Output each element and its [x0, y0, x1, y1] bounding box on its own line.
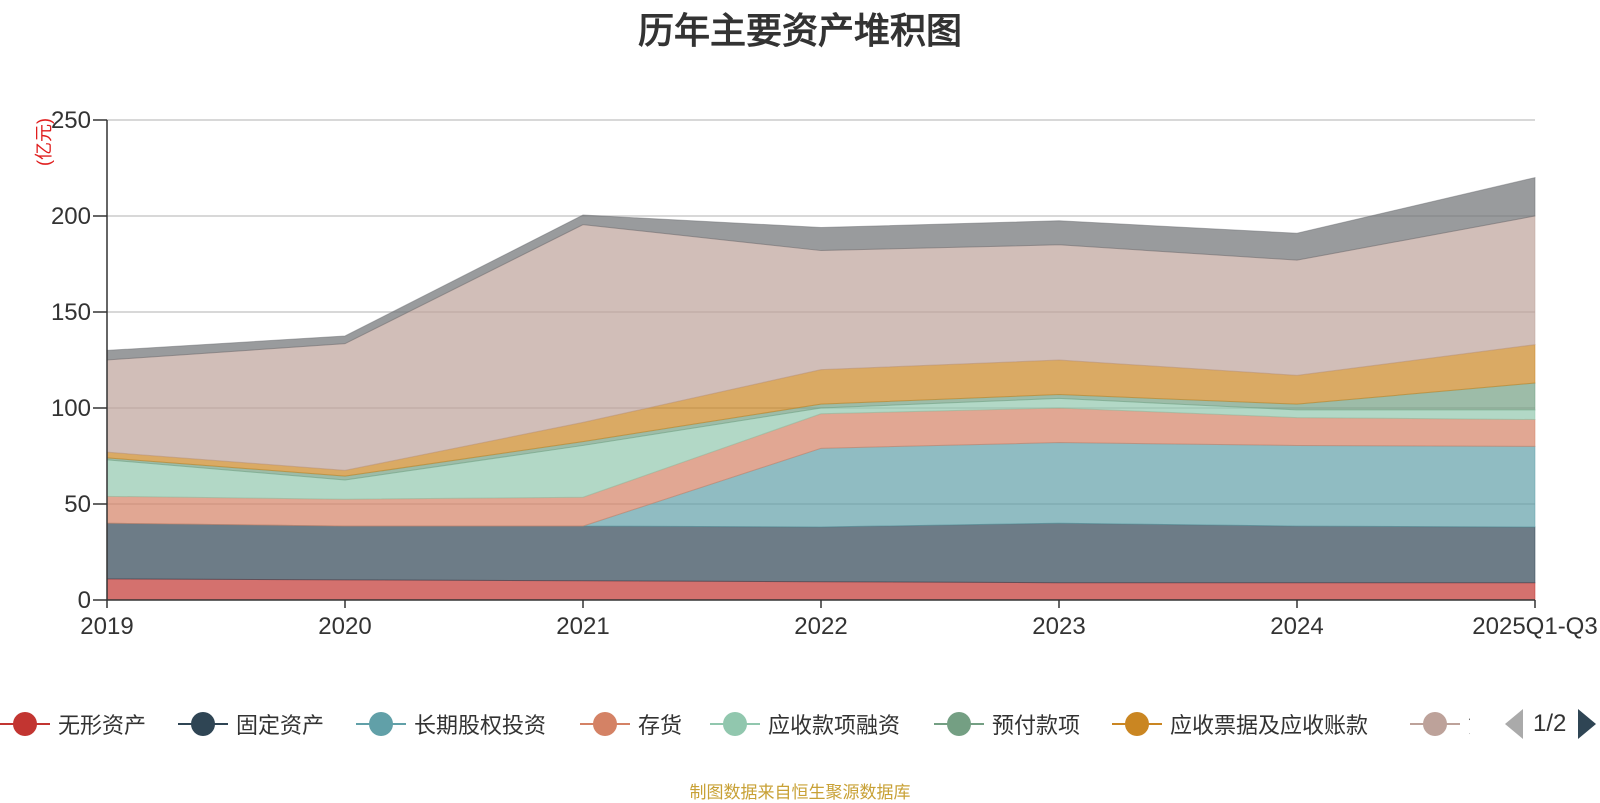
y-tick-label: 150	[51, 299, 91, 326]
legend: 无形资产 固定资产 长期股权投资 存货 应收款项融资 预付款项 应收票据及应收账款 货 1/2	[0, 700, 1600, 748]
legend-label: 预付款项	[992, 713, 1081, 738]
legend-label: 存货	[638, 713, 683, 738]
legend-item[interactable]: 应收票据及应收账款	[1112, 700, 1368, 748]
chart-title: 历年主要资产堆积图	[637, 10, 962, 51]
legend-marker-icon	[356, 709, 406, 739]
legend-marker-icon	[934, 709, 984, 739]
legend-item[interactable]: 无形资产	[0, 700, 146, 748]
legend-marker-icon	[1112, 709, 1162, 739]
legend-item[interactable]: 存货	[580, 700, 682, 748]
x-tick-label: 2021	[556, 613, 609, 640]
y-tick-label: 0	[78, 587, 91, 614]
area-series-8[interactable]	[106, 176, 1536, 361]
legend-marker-icon	[1410, 709, 1460, 739]
legend-page-indicator: 1/2	[1533, 710, 1567, 737]
x-tick-label: 2020	[318, 613, 371, 640]
legend-label: 应收票据及应收账款	[1170, 713, 1369, 738]
area-series	[106, 176, 1536, 601]
legend-prev-arrow-icon[interactable]	[1505, 709, 1523, 739]
legend-item[interactable]: 预付款项	[934, 700, 1080, 748]
legend-label: 应收款项融资	[768, 713, 901, 738]
legend-item[interactable]: 应收款项融资	[710, 700, 900, 748]
legend-label: 长期股权投资	[414, 713, 547, 738]
legend-item[interactable]: 长期股权投资	[356, 700, 546, 748]
x-tick-label: 2022	[794, 613, 847, 640]
y-tick-label: 250	[51, 107, 91, 134]
x-tick-label: 2023	[1032, 613, 1085, 640]
legend-label: 固定资产	[236, 713, 325, 738]
legend-items: 无形资产 固定资产 长期股权投资 存货 应收款项融资 预付款项 应收票据及应收账款 货	[0, 700, 1470, 748]
legend-label: 无形资产	[58, 713, 147, 738]
data-source-note: 制图数据来自恒生聚源数据库	[689, 783, 911, 802]
legend-marker-icon	[178, 709, 228, 739]
legend-marker-icon	[710, 709, 760, 739]
legend-item[interactable]: 货	[1410, 700, 1470, 748]
legend-item[interactable]: 固定资产	[178, 700, 324, 748]
area-series-1[interactable]	[106, 522, 1536, 584]
legend-next-arrow-icon[interactable]	[1578, 709, 1597, 739]
legend-label: 货	[1468, 708, 1470, 740]
legend-marker-icon	[0, 709, 50, 739]
y-tick-label: 100	[51, 395, 91, 422]
unit-label: (亿元)	[34, 118, 54, 166]
legend-marker-icon	[580, 709, 630, 739]
x-tick-label: 2024	[1270, 613, 1323, 640]
stacked-area-chart: 0 50 100 150 200 250 2019 2020 2021 2022 2023 2024 2…	[34, 107, 1598, 640]
x-tick-label: 2019	[80, 613, 133, 640]
axes: 0 50 100 150 200 250 2019 2020 2021 2022 2023 2024 2…	[51, 107, 1598, 640]
x-tick-label: 2025Q1-Q3	[1472, 613, 1597, 640]
y-tick-label: 200	[51, 203, 91, 230]
y-tick-label: 50	[64, 491, 91, 518]
legend-pager: 1/2	[1505, 700, 1597, 748]
